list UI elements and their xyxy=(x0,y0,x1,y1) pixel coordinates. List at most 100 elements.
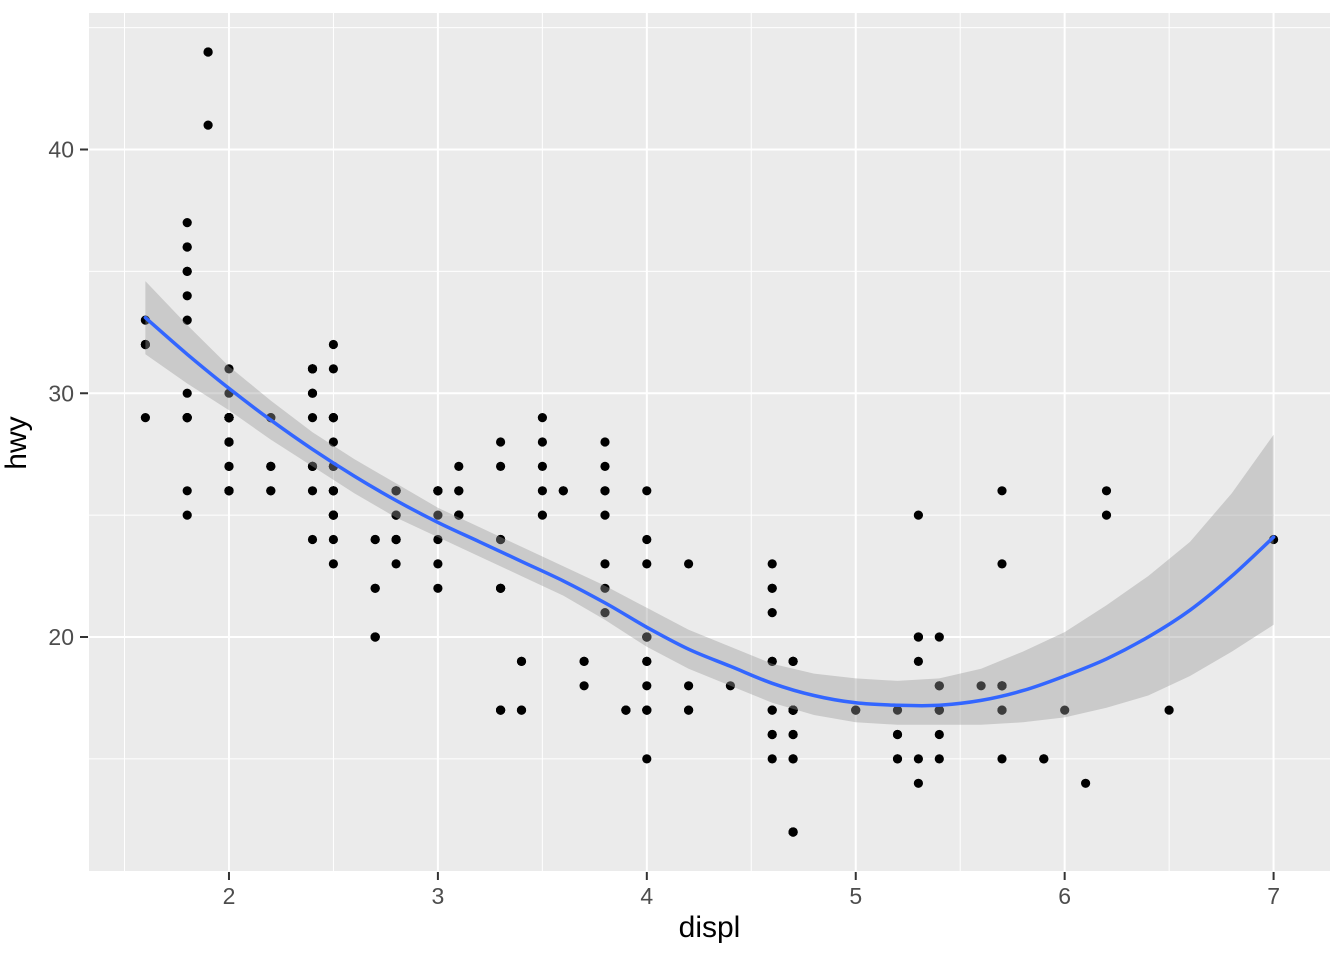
data-point xyxy=(621,705,631,715)
data-point xyxy=(725,681,736,691)
data-point xyxy=(934,632,944,642)
data-point xyxy=(537,510,548,520)
data-point xyxy=(1101,486,1112,496)
data-point xyxy=(203,47,213,57)
data-point xyxy=(913,510,924,520)
data-point xyxy=(433,510,443,520)
data-point xyxy=(642,486,652,496)
data-point xyxy=(391,559,401,569)
data-point xyxy=(182,388,192,398)
data-point xyxy=(642,705,652,715)
data-point xyxy=(934,729,944,740)
data-point xyxy=(203,120,213,130)
data-point xyxy=(788,656,798,667)
data-point xyxy=(767,608,777,618)
confidence-ribbon xyxy=(145,281,1274,725)
data-point xyxy=(997,559,1007,569)
data-point xyxy=(433,486,443,496)
data-point xyxy=(454,461,464,471)
data-point xyxy=(934,705,944,715)
data-point xyxy=(642,534,652,545)
data-point xyxy=(496,534,506,545)
data-point xyxy=(370,583,380,593)
data-point xyxy=(182,266,192,276)
data-point xyxy=(579,681,589,691)
data-point xyxy=(1060,705,1070,715)
data-point xyxy=(892,705,903,715)
data-point xyxy=(976,681,986,691)
data-point xyxy=(328,339,338,350)
data-point xyxy=(537,461,548,471)
x-tick-label: 3 xyxy=(432,883,445,909)
data-point xyxy=(600,461,610,471)
axis-tick-marks xyxy=(80,148,1275,880)
data-point xyxy=(182,486,192,496)
data-point xyxy=(537,486,548,496)
data-point xyxy=(934,754,944,764)
data-point xyxy=(767,583,777,593)
data-point xyxy=(224,461,234,471)
data-point xyxy=(224,413,234,423)
data-point xyxy=(496,461,506,471)
data-point xyxy=(307,534,318,545)
data-point xyxy=(516,705,527,715)
data-point xyxy=(454,510,464,520)
data-point xyxy=(913,778,924,788)
x-tick-label: 7 xyxy=(1267,883,1280,909)
x-tick-label: 2 xyxy=(223,883,236,909)
data-point xyxy=(140,413,150,423)
data-point xyxy=(516,656,527,667)
data-point xyxy=(684,705,694,715)
data-point xyxy=(433,534,443,545)
data-point xyxy=(1039,754,1049,764)
y-tick-label: 40 xyxy=(48,137,74,163)
data-point xyxy=(934,681,944,691)
data-point xyxy=(328,413,338,423)
scatter-points xyxy=(140,47,1279,837)
data-point xyxy=(997,754,1007,764)
data-point xyxy=(370,632,380,642)
data-point xyxy=(892,754,903,764)
data-point xyxy=(182,218,192,228)
data-point xyxy=(307,413,318,423)
data-point xyxy=(537,437,548,447)
data-point xyxy=(328,486,338,496)
data-point xyxy=(266,461,276,471)
data-point xyxy=(496,437,506,447)
y-axis-title: hwy xyxy=(0,416,33,470)
y-axis-tick-labels: 20 30 40 xyxy=(48,137,74,651)
data-point xyxy=(558,486,568,496)
data-point xyxy=(182,510,192,520)
data-point xyxy=(328,364,338,374)
data-point xyxy=(767,559,777,569)
x-axis-title: displ xyxy=(678,911,741,944)
data-point xyxy=(537,413,548,423)
smooth-line xyxy=(143,315,1276,708)
data-point xyxy=(391,534,401,545)
data-point xyxy=(391,486,401,496)
data-point xyxy=(182,413,192,423)
data-point xyxy=(684,681,694,691)
data-point xyxy=(496,705,506,715)
y-tick-label: 20 xyxy=(48,624,74,650)
data-point xyxy=(997,486,1007,496)
data-point xyxy=(391,510,401,520)
data-point xyxy=(788,705,798,715)
x-tick-label: 6 xyxy=(1058,883,1071,909)
data-point xyxy=(788,729,798,740)
data-point xyxy=(266,486,276,496)
data-point xyxy=(182,315,192,325)
data-point xyxy=(579,656,589,667)
x-tick-label: 5 xyxy=(849,883,862,909)
data-point xyxy=(1164,705,1174,715)
data-point xyxy=(642,559,652,569)
data-point xyxy=(600,583,610,593)
data-point xyxy=(767,705,777,715)
data-point xyxy=(224,364,234,374)
data-point xyxy=(767,729,777,740)
data-point xyxy=(496,583,506,593)
data-point xyxy=(684,559,694,569)
data-point xyxy=(1081,778,1091,788)
